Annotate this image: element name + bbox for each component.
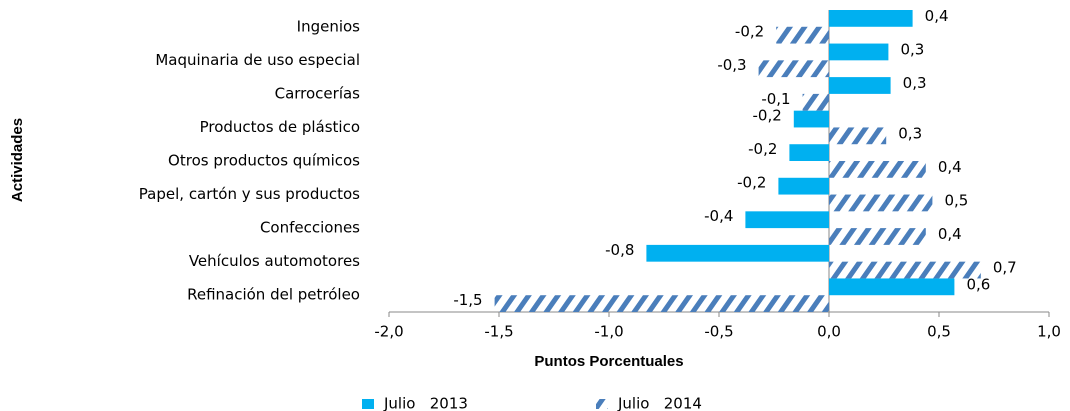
data-label: 0,4 <box>938 158 962 176</box>
data-label: 0,4 <box>938 225 962 243</box>
bar <box>776 26 829 44</box>
legend-marker <box>596 399 608 409</box>
x-tick-label: -2,0 <box>374 323 403 341</box>
bar <box>829 261 981 279</box>
y-tick-label: Productos de plástico <box>200 118 360 136</box>
bar <box>829 10 913 27</box>
data-label: -0,2 <box>735 23 764 41</box>
data-label: -0,2 <box>753 107 782 125</box>
data-label: -0,8 <box>605 241 634 259</box>
bar <box>793 110 829 128</box>
data-label: 0,6 <box>966 275 990 293</box>
y-tick-label: Confecciones <box>260 219 360 237</box>
data-label: 0,5 <box>944 191 968 209</box>
bar <box>829 43 889 61</box>
x-axis-title: Puntos Porcentuales <box>534 353 683 370</box>
bar <box>789 144 829 161</box>
bar <box>758 60 829 78</box>
bar <box>829 194 933 212</box>
legend-marker <box>362 399 374 409</box>
y-axis-title: Actividades <box>9 118 26 202</box>
data-label: 0,3 <box>898 124 922 142</box>
x-tick-label: -1,5 <box>484 323 513 341</box>
legend-label: Julio 2014 <box>617 395 702 411</box>
data-label: -0,2 <box>737 174 766 192</box>
data-label: -0,1 <box>761 90 790 108</box>
y-tick-label: Otros productos químicos <box>168 152 360 170</box>
x-tick-label: 0,0 <box>817 323 841 341</box>
y-tick-label: Carrocerías <box>275 84 361 102</box>
x-tick-label: -1,0 <box>594 323 623 341</box>
x-tick-label: 0,5 <box>927 323 951 341</box>
bar <box>829 228 926 245</box>
data-label: -0,2 <box>748 140 777 158</box>
data-label: -1,5 <box>453 291 482 309</box>
y-tick-label: Papel, cartón y sus productos <box>139 185 360 203</box>
bar <box>494 295 829 312</box>
bar <box>829 161 926 178</box>
data-label: 0,7 <box>993 259 1017 277</box>
y-tick-label: Ingenios <box>297 17 361 35</box>
data-label: -0,3 <box>717 56 746 74</box>
y-tick-label: Maquinaria de uso especial <box>155 51 360 69</box>
y-tick-label: Refinación del petróleo <box>187 286 360 304</box>
bar <box>829 278 955 296</box>
bar <box>829 127 887 145</box>
x-tick-label: 1,0 <box>1037 323 1061 341</box>
bar <box>646 244 829 262</box>
bar <box>778 177 829 195</box>
x-tick-label: -0,5 <box>704 323 733 341</box>
bar <box>745 211 829 229</box>
data-label: 0,3 <box>903 74 927 92</box>
bar <box>802 93 829 111</box>
data-label: 0,3 <box>900 40 924 58</box>
data-label: 0,4 <box>925 7 949 25</box>
legend-label: Julio 2013 <box>383 395 468 411</box>
data-label: -0,4 <box>704 207 733 225</box>
bar <box>829 77 891 94</box>
y-tick-label: Vehículos automotores <box>189 252 360 270</box>
